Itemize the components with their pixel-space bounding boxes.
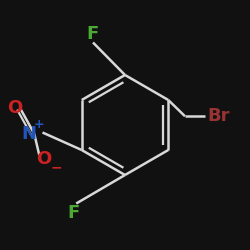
Text: F: F [87, 25, 99, 43]
Text: O: O [7, 99, 22, 117]
Text: −: − [51, 160, 62, 174]
Text: +: + [34, 118, 44, 131]
Text: N: N [21, 125, 36, 143]
Text: O: O [36, 150, 52, 168]
Text: Br: Br [208, 107, 230, 125]
Text: F: F [68, 204, 80, 222]
